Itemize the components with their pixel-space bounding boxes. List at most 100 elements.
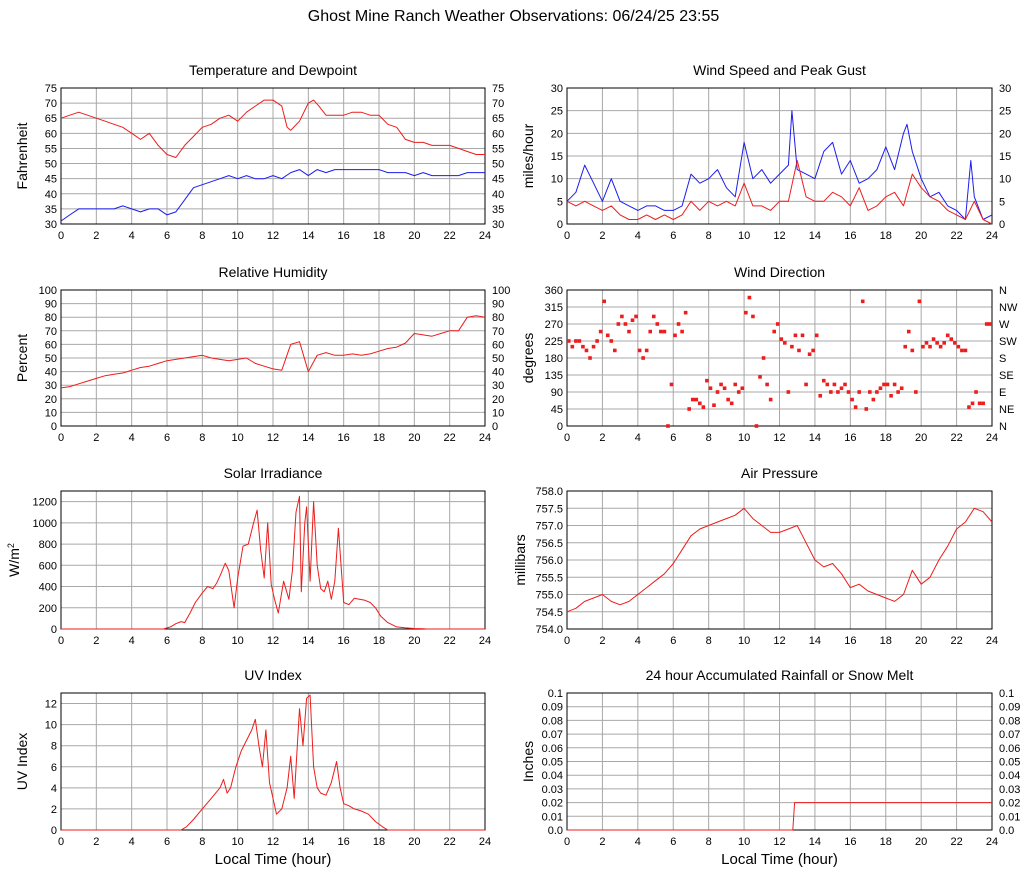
right-y-tick-label: 30 — [999, 83, 1011, 95]
plot-frame — [566, 289, 993, 427]
x-tick-label: 0 — [58, 836, 64, 848]
x-tick-label: 4 — [635, 635, 641, 647]
data-point — [758, 375, 762, 379]
x-tick-label: 16 — [338, 432, 350, 444]
y-tick-label: 755.0 — [535, 590, 563, 602]
y-tick-label: 400 — [39, 582, 57, 594]
right-y-tick-label: 0.05 — [999, 757, 1020, 769]
right-y-tick-label: S — [999, 353, 1006, 365]
page-title: Ghost Mine Ranch Weather Observations: 0… — [307, 8, 720, 25]
data-point — [889, 393, 893, 398]
data-point — [651, 314, 656, 319]
y-tick-label: 757.0 — [535, 521, 563, 533]
data-point — [843, 382, 847, 387]
x-tick-label: 18 — [880, 432, 892, 444]
data-point — [853, 405, 858, 409]
plot-frame — [60, 692, 486, 831]
x-tick-label: 2 — [599, 836, 605, 848]
x-tick-label: 16 — [844, 836, 856, 848]
x-tick-label: 16 — [338, 230, 350, 242]
x-tick-label: 18 — [373, 836, 385, 848]
chart-title: Solar Irradiance — [224, 465, 323, 481]
data-point — [981, 401, 985, 406]
x-tick-label: 22 — [444, 432, 456, 444]
data-point — [885, 382, 890, 387]
y-tick-label: 270 — [545, 319, 563, 331]
data-point — [708, 386, 713, 391]
data-point — [588, 356, 592, 360]
x-tick-label: 8 — [199, 432, 205, 444]
right-y-tick-label: 60 — [492, 128, 504, 140]
x-tick-label: 16 — [844, 230, 856, 242]
right-y-tick-label: SE — [999, 370, 1014, 382]
data-point — [783, 341, 787, 345]
data-point — [786, 390, 791, 394]
x-tick-label: 24 — [986, 432, 998, 444]
x-tick-label: 14 — [809, 230, 821, 242]
y-tick-label: 0.09 — [542, 702, 563, 714]
data-point — [864, 407, 869, 411]
x-tick-label: 18 — [373, 230, 385, 242]
x-tick-label: 14 — [302, 432, 314, 444]
right-y-tick-label: 60 — [492, 339, 504, 351]
data-point — [719, 382, 723, 387]
x-tick-label: 14 — [809, 635, 821, 647]
x-tick-label: 18 — [880, 635, 892, 647]
right-y-tick-label: 0.02 — [999, 798, 1020, 810]
x-tick-label: 2 — [599, 635, 605, 647]
data-point — [949, 337, 954, 341]
data-point — [875, 390, 879, 394]
y-tick-label: 756.5 — [535, 538, 563, 550]
right-y-tick-label: 40 — [492, 189, 504, 201]
y-tick-label: 754.0 — [535, 624, 563, 636]
x-tick-label: 16 — [338, 635, 350, 647]
x-tick-label: 14 — [809, 432, 821, 444]
x-tick-label: 10 — [738, 230, 750, 242]
right-y-tick-label: N — [999, 421, 1007, 433]
y-tick-label: 30 — [45, 380, 57, 392]
data-point — [974, 390, 978, 394]
y-tick-label: 30 — [45, 219, 57, 231]
data-point — [818, 393, 823, 398]
plot-frame — [566, 490, 993, 630]
data-point — [666, 424, 670, 428]
x-tick-label: 6 — [164, 432, 170, 444]
x-tick-label: 12 — [267, 230, 279, 242]
x-tick-label: 12 — [773, 230, 785, 242]
data-point — [931, 337, 936, 341]
x-tick-label: 10 — [232, 230, 244, 242]
data-point — [892, 382, 897, 387]
x-tick-label: 0 — [58, 230, 64, 242]
right-y-tick-label: W — [999, 319, 1010, 331]
y-tick-label: 65 — [45, 113, 57, 125]
right-y-tick-label: 5 — [999, 196, 1005, 208]
y-tick-label: 0.06 — [542, 743, 563, 755]
chart-title: Wind Direction — [734, 264, 825, 280]
x-tick-label: 2 — [93, 432, 99, 444]
data-point — [868, 390, 872, 394]
series-line — [566, 160, 993, 225]
right-y-tick-label: 70 — [492, 98, 504, 110]
y-tick-label: 15 — [551, 151, 563, 163]
x-tick-label: 16 — [338, 836, 350, 848]
series-line — [61, 495, 485, 630]
chart-title: UV Index — [244, 667, 302, 683]
y-tick-label: 0 — [557, 421, 563, 433]
data-point — [850, 397, 854, 402]
x-tick-label: 20 — [408, 836, 420, 848]
x-tick-label: 22 — [444, 836, 456, 848]
right-y-tick-label: 0 — [492, 421, 498, 433]
right-y-tick-label: 80 — [492, 312, 504, 324]
y-axis-label: Percent — [14, 334, 30, 382]
data-point — [963, 348, 968, 353]
y-tick-label: 6 — [51, 762, 57, 774]
x-tick-label: 4 — [129, 432, 135, 444]
y-tick-label: 50 — [45, 353, 57, 365]
x-tick-label: 24 — [479, 635, 491, 647]
data-point — [598, 329, 603, 334]
y-axis-label: Fahrenheit — [14, 122, 30, 189]
right-y-tick-label: 55 — [492, 143, 504, 155]
right-y-tick-label: E — [999, 387, 1006, 399]
x-tick-label: 10 — [232, 836, 244, 848]
y-tick-label: 0.1 — [548, 688, 563, 700]
